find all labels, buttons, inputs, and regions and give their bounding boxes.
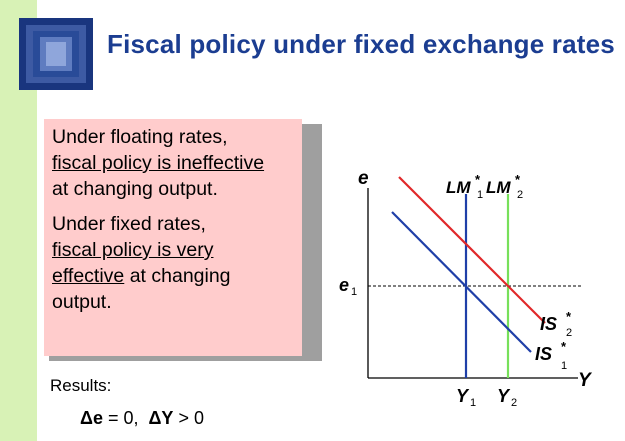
is-lm-diagram: e Y e 1 LM * 1 LM * 2 IS * 2 IS * 1 Y 1 … xyxy=(339,168,593,409)
lm2-subscript: 2 xyxy=(517,189,523,201)
axis-y-label: Y xyxy=(578,370,593,391)
e1-label: e xyxy=(339,275,349,295)
results-label: Results: xyxy=(50,376,112,395)
y1-subscript: 1 xyxy=(470,397,476,409)
eq-part1: = 0, xyxy=(102,408,149,428)
is2-subscript: 2 xyxy=(566,327,572,339)
lm1-label: LM xyxy=(446,178,471,197)
is1-label: IS xyxy=(535,344,552,364)
y2-label: Y xyxy=(497,386,511,406)
floating-rates-paragraph: Under floating rates, fiscal policy is i… xyxy=(52,124,297,202)
is1-line xyxy=(391,211,532,353)
p2-line2: fiscal policy is very xyxy=(52,239,214,261)
p1-line3: at changing output. xyxy=(52,178,218,200)
p1-line2: fiscal policy is ineffective xyxy=(52,152,265,174)
lm2-label: LM xyxy=(486,178,511,197)
lm1-subscript: 1 xyxy=(477,189,483,201)
lm2-star: * xyxy=(515,172,521,187)
eq-part2: > 0 xyxy=(173,408,204,428)
p2-line3-rest: at changing xyxy=(124,265,231,287)
delta-y: ΔY xyxy=(148,408,174,428)
p2-line1: Under fixed rates, xyxy=(52,213,206,235)
is2-star: * xyxy=(566,309,572,324)
results-equation: Δe = 0, ΔY > 0 xyxy=(80,408,204,429)
fixed-rates-paragraph: Under fixed rates, fiscal policy is very… xyxy=(52,211,297,315)
lm1-star: * xyxy=(475,172,481,187)
slide-title: Fiscal policy under fixed exchange rates xyxy=(107,29,615,59)
p2-line4: output. xyxy=(52,291,112,313)
is1-star: * xyxy=(561,339,567,354)
is1-subscript: 1 xyxy=(561,360,567,372)
delta-e: Δe xyxy=(80,408,103,428)
summary-text-box: Under floating rates, fiscal policy is i… xyxy=(44,119,302,356)
slide-logo-icon xyxy=(19,18,93,90)
is2-label: IS xyxy=(540,314,557,334)
axis-e-label: e xyxy=(358,168,369,189)
y2-subscript: 2 xyxy=(511,397,517,409)
is2-line xyxy=(398,176,546,324)
e1-subscript: 1 xyxy=(351,286,357,298)
y1-label: Y xyxy=(456,386,470,406)
p1-line1: Under floating rates, xyxy=(52,126,228,148)
p2-line3-underlined: effective xyxy=(52,265,125,287)
